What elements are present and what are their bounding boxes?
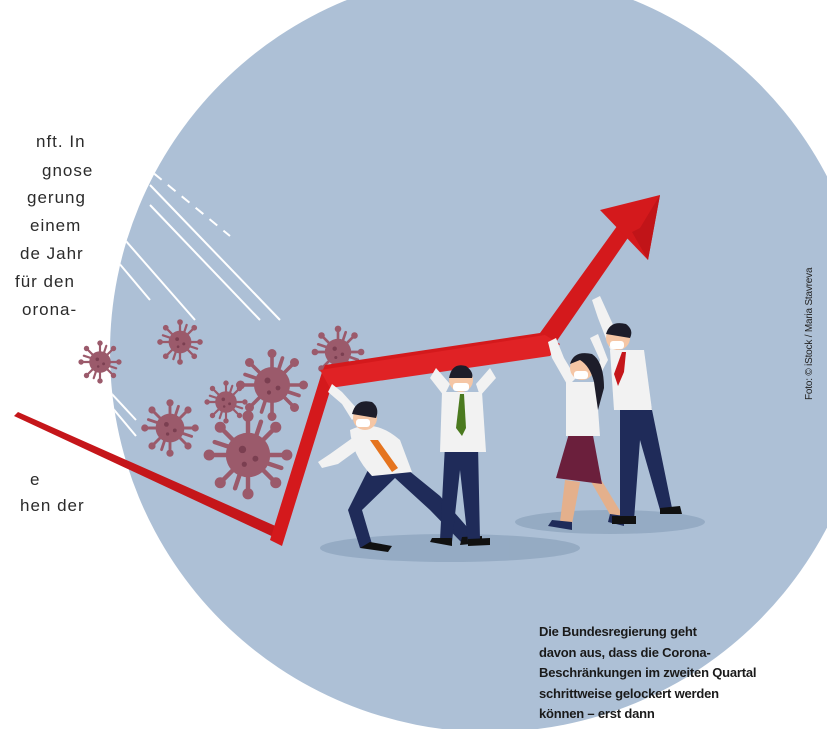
person-woman	[548, 334, 624, 530]
body-line: e	[30, 470, 41, 489]
body-line: nft. In	[36, 132, 86, 151]
body-line: hen der	[20, 496, 85, 515]
body-line: gerung	[27, 188, 86, 207]
body-line: de Jahr	[20, 244, 84, 263]
body-line: für den	[15, 272, 75, 291]
image-caption: Die Bundesregierung geht davon aus, dass…	[539, 622, 799, 725]
growth-arrow-icon	[14, 195, 660, 546]
body-line: orona-	[22, 300, 78, 319]
person-standing-green-tie	[430, 365, 496, 546]
caption-line: schrittweise gelockert werden	[539, 685, 719, 701]
caption-line: können – erst dann	[539, 706, 655, 721]
person-standing-red-tie	[592, 296, 682, 524]
speed-lines	[110, 161, 281, 437]
caption-line: Die Bundesregierung geht	[539, 624, 697, 639]
caption-line: Beschränkungen im zweiten Quartal	[539, 665, 757, 680]
person-crouching	[318, 384, 482, 552]
caption-line: davon aus, dass die Corona-	[539, 644, 711, 660]
photo-credit: Foto: © iStock / Maria Stavreva	[804, 267, 815, 400]
body-line: einem	[30, 216, 82, 235]
body-line: gnose	[42, 161, 94, 180]
